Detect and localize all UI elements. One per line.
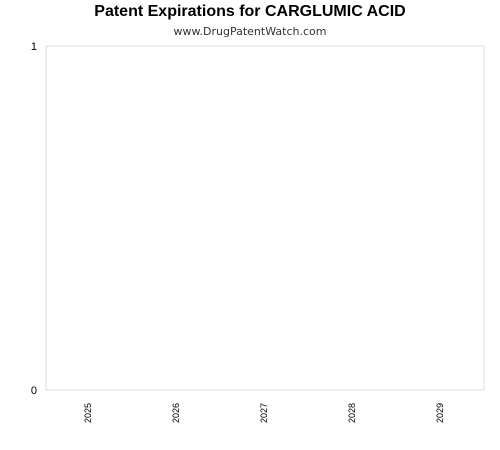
x-tick-label: 2026 [171,403,181,423]
x-tick-label: 2027 [259,403,269,423]
x-tick-label: 2029 [435,403,445,423]
plot-area [45,45,485,391]
x-axis-ticks: 2025 2026 2027 2028 2029 [83,403,445,423]
x-tick-label: 2025 [83,403,93,423]
y-tick-label: 0 [31,385,37,397]
y-axis-ticks: 01 [31,41,37,397]
y-tick-label: 1 [31,41,37,53]
x-tick-label: 2028 [347,403,357,423]
chart-title: Patent Expirations for CARGLUMIC ACID [94,3,406,20]
chart-subtitle: www.DrugPatentWatch.com [173,25,327,38]
